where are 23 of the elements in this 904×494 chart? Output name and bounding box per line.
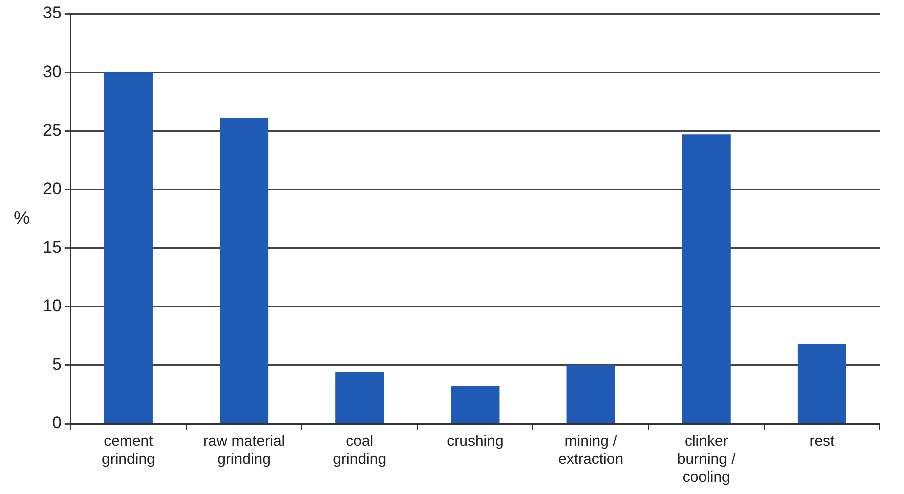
x-tick-label: cement grinding xyxy=(102,433,156,468)
bar xyxy=(798,344,846,424)
y-tick-label: 35 xyxy=(42,4,62,23)
y-tick-label: 5 xyxy=(52,355,62,374)
bar xyxy=(104,72,153,424)
x-tick-label: rest xyxy=(810,433,836,450)
x-tick-label: mining / extraction xyxy=(558,433,624,468)
x-tick-label: coal grinding xyxy=(333,433,387,468)
y-tick-label: 15 xyxy=(42,238,62,257)
bar xyxy=(682,134,731,424)
x-tick-label: raw material grinding xyxy=(203,433,286,468)
y-tick-label: 30 xyxy=(42,62,62,82)
bar xyxy=(336,372,384,424)
y-tick-label: 20 xyxy=(42,179,62,198)
bar xyxy=(566,365,616,424)
y-tick-label: 10 xyxy=(42,296,62,316)
y-tick-label: 0 xyxy=(52,414,62,433)
x-tick-label: clinker burning / cooling xyxy=(677,433,737,486)
bar xyxy=(220,118,269,424)
bar xyxy=(451,386,500,424)
y-tick-label: 25 xyxy=(42,120,62,140)
y-axis-title: % xyxy=(14,208,30,228)
x-tick-label: crushing xyxy=(447,433,504,450)
